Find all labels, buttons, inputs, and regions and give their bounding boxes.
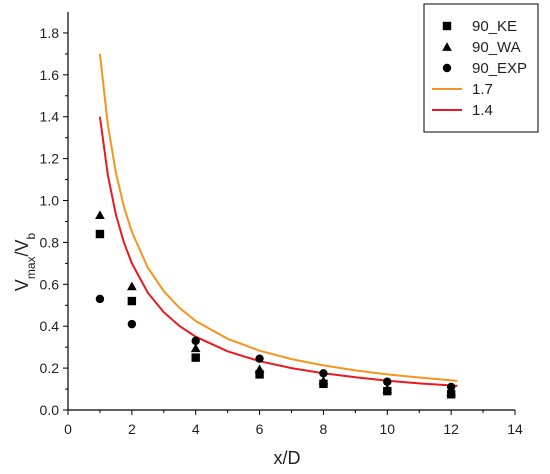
legend-marker-90_KE (442, 21, 452, 31)
y-axis-title-sub-b: b (24, 232, 38, 239)
data-point-90_EXP (191, 336, 200, 346)
y-tick-label: 1.2 (40, 151, 60, 167)
y-tick-label: 1.0 (40, 193, 60, 209)
data-point-90_EXP (127, 319, 137, 329)
axes: 0 2 4 6 8 10 12 14 0.0 0.2 0.4 0.6 0.8 1.0 1.2 1.4 1.6 1.… (40, 12, 523, 437)
legend-marker-90_WA (442, 42, 452, 51)
data-point-90_WA (190, 343, 201, 353)
y-tick-label: 0.4 (40, 318, 60, 334)
legend-label-90_WA: 90_WA (472, 39, 521, 56)
data-point-90_KE (127, 296, 137, 306)
y-tick-label: 1.4 (40, 109, 60, 125)
y-axis-title-main: V (12, 279, 32, 291)
y-axis-title-mid: /V (12, 239, 32, 256)
y-tick-label: 1.8 (40, 25, 60, 41)
x-tick-label: 0 (64, 421, 72, 437)
data-point-90_WA (382, 384, 393, 393)
series-line-1.4 (98, 116, 458, 387)
data-point-90_WA (127, 281, 137, 291)
series-line-1.7 (98, 53, 458, 382)
legend-label-90_EXP: 90_EXP (472, 60, 527, 77)
x-tick-label: 8 (320, 421, 328, 437)
legend-marker-90_EXP (442, 63, 452, 73)
y-tick-label: 0.6 (40, 276, 60, 292)
y-axis-title: Vmax/Vb (12, 232, 38, 291)
legend: 90_KE 90_WA 90_EXP 1.7 1.4 (423, 3, 539, 133)
data-point-90_EXP (255, 354, 264, 363)
data-point-90_EXP (446, 382, 456, 392)
data-point-90_WA (318, 375, 329, 385)
y-tick-label: 0.0 (40, 402, 60, 418)
x-tick-label: 4 (192, 421, 200, 437)
legend-label-1.7: 1.7 (472, 81, 493, 98)
x-tick-label: 14 (507, 421, 523, 437)
legend-label-1.4: 1.4 (472, 102, 493, 119)
data-point-90_KE (191, 353, 200, 362)
y-tick-label: 1.6 (40, 67, 60, 83)
data-point-90_WA (446, 387, 456, 397)
data-point-90_EXP (319, 369, 328, 378)
plot-area (95, 53, 458, 399)
data-point-90_WA (95, 210, 105, 220)
y-axis-title-sub-max: max (24, 257, 38, 280)
y-tick-label: 0.8 (40, 234, 60, 250)
x-axis-title: x/D (274, 448, 301, 468)
data-point-90_WA (254, 364, 265, 374)
x-tick-label: 12 (443, 421, 459, 437)
x-tick-label: 6 (256, 421, 264, 437)
data-point-90_KE (255, 370, 264, 379)
data-point-90_EXP (95, 294, 105, 304)
y-tick-label: 0.2 (40, 360, 60, 376)
data-point-90_EXP (383, 377, 392, 386)
legend-label-90_KE: 90_KE (472, 18, 517, 35)
data-point-90_KE (95, 229, 105, 239)
x-tick-label: 10 (379, 421, 395, 437)
x-tick-label: 2 (128, 421, 136, 437)
